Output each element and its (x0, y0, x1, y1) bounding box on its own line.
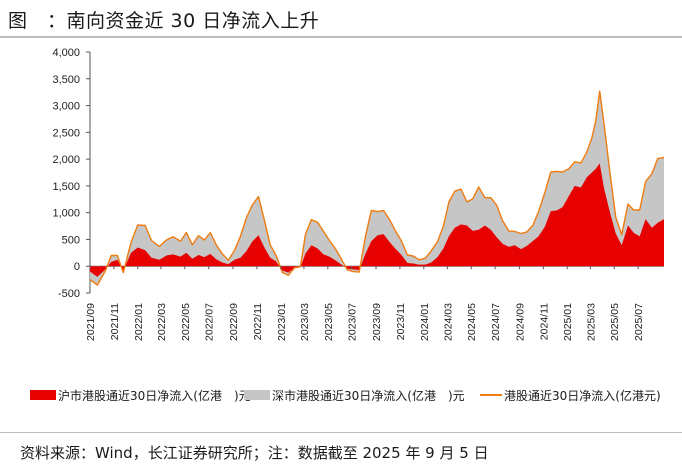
legend-item-sz: 深市港股通近30日净流入(亿港 )元 (244, 384, 465, 406)
x-tick-label: 2025/07 (633, 303, 645, 341)
y-tick-label: 2,500 (52, 127, 80, 139)
x-tick-label: 2024/05 (466, 303, 478, 341)
y-tick-label: 0 (74, 261, 80, 273)
series-sh-area (90, 163, 664, 277)
legend: 沪市港股通近30日净流入(亿港 )元 深市港股通近30日净流入(亿港 )元 港股… (0, 384, 682, 406)
x-tick-label: 2024/07 (490, 303, 502, 341)
y-tick-label: 1,500 (52, 181, 80, 193)
area-sz (90, 91, 664, 285)
legend-label-sz: 深市港股通近30日净流入(亿港 )元 (272, 388, 465, 403)
x-tick-label: 2023/05 (323, 303, 335, 341)
source-note: 资料来源：Wind，长江证券研究所；注：数据截至 2025 年 9 月 5 日 (20, 444, 489, 462)
x-tick-label: 2024/01 (419, 303, 431, 341)
title-divider (0, 36, 682, 38)
x-tick-label: 2023/03 (299, 303, 311, 341)
legend-label-total: 港股通近30日净流入(亿港元) (504, 388, 661, 403)
x-tick-label: 2022/09 (228, 303, 240, 341)
legend-label-sh: 沪市港股通近30日净流入(亿港 )元 (58, 388, 251, 403)
y-tick-label: 2,000 (52, 154, 80, 166)
y-tick-label: 4,000 (52, 47, 80, 59)
x-tick-label: 2024/11 (538, 303, 550, 340)
legend-item-total: 港股通近30日净流入(亿港元) (480, 384, 661, 406)
x-tick-label: 2023/07 (347, 303, 359, 341)
line-total (89, 90, 665, 286)
x-tick-label: 2025/01 (562, 303, 574, 341)
x-tick-label: 2024/09 (514, 303, 526, 341)
legend-swatch-sz (244, 390, 270, 400)
series-sz-area (90, 91, 664, 285)
x-tick-label: 2022/01 (133, 303, 145, 341)
x-axis: 2021/09 2021/11 2022/01 2022/03 2022/05 2022/… (85, 266, 645, 341)
y-tick-label: 3,500 (52, 74, 80, 86)
x-tick-label: 2024/03 (442, 303, 454, 341)
x-tick-label: 2022/11 (252, 303, 264, 340)
y-tick-label: 3,000 (52, 101, 80, 113)
x-tick-label: 2023/09 (371, 303, 383, 341)
x-tick-label: 2022/05 (180, 303, 192, 341)
y-tick-label: -500 (58, 288, 80, 300)
x-tick-label: 2025/03 (585, 303, 597, 341)
y-tick-label: 500 (62, 234, 80, 246)
legend-swatch-total (480, 394, 502, 396)
x-tick-label: 2022/07 (204, 303, 216, 341)
x-tick-label: 2023/11 (395, 303, 407, 340)
legend-swatch-sh (30, 390, 56, 400)
page-title: 图 ：南向资金近 30 日净流入上升 (8, 10, 320, 32)
chart: -500 0 500 1,000 1,500 2,000 2,500 3,000 3,500 4,… (52, 47, 665, 341)
legend-item-sh: 沪市港股通近30日净流入(亿港 )元 (30, 384, 251, 406)
y-tick-label: 1,000 (52, 208, 80, 220)
y-axis: -500 0 500 1,000 1,500 2,000 2,500 3,000 3,500 4,… (52, 47, 90, 300)
axis-lines (89, 52, 664, 293)
series-total-line (89, 90, 665, 286)
footer-divider (0, 432, 682, 433)
x-tick-label: 2021/11 (109, 303, 121, 340)
x-tick-label: 2021/09 (85, 303, 97, 341)
x-tick-label: 2023/01 (276, 303, 288, 341)
x-tick-label: 2022/03 (156, 303, 168, 341)
x-tick-label: 2025/05 (609, 303, 621, 341)
area-sh (90, 163, 664, 277)
